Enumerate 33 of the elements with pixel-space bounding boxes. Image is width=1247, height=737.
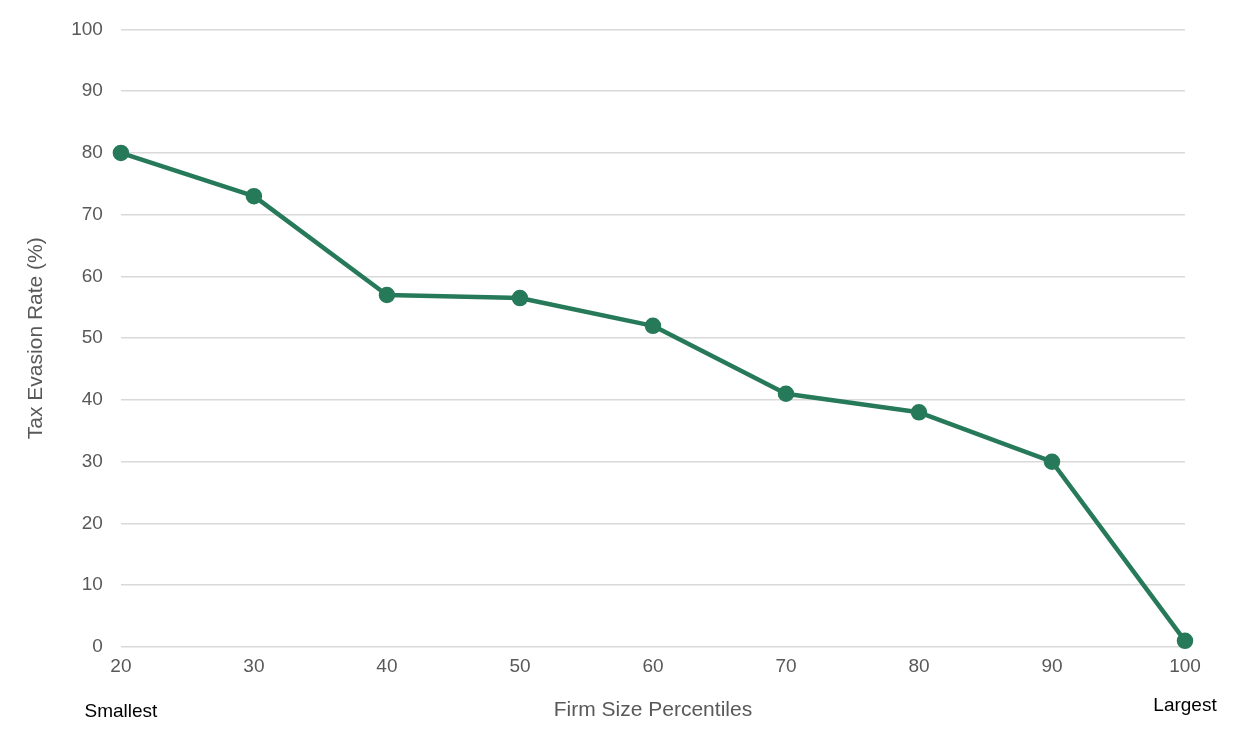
point <box>777 385 795 403</box>
x-tick-label: 50 <box>509 654 531 676</box>
point <box>112 144 130 162</box>
x-axis-title: Firm Size Percentiles <box>553 697 753 721</box>
y-tick-label: 80 <box>81 141 103 163</box>
point <box>1043 453 1061 470</box>
point <box>245 187 263 205</box>
point <box>378 286 396 304</box>
x-tick-label: 30 <box>243 654 265 676</box>
y-tick-label: 0 <box>92 635 103 657</box>
y-tick-label: 100 <box>71 17 103 39</box>
point <box>511 289 529 307</box>
text: Smallest <box>84 700 159 722</box>
y-tick-label: 90 <box>81 79 103 101</box>
point <box>1176 632 1194 650</box>
x-tick-label: 100 <box>1169 654 1201 676</box>
y-tick-label: 40 <box>81 388 103 410</box>
x-tick-label: 60 <box>642 654 664 676</box>
y-tick-label: 60 <box>81 264 103 286</box>
y-tick-label: 50 <box>81 326 103 348</box>
y-axis-title: Tax Evasion Rate (%) <box>23 237 47 440</box>
x-tick-label: 40 <box>376 654 398 676</box>
x-tick-label: 70 <box>775 654 797 676</box>
x-tick-label: 20 <box>110 654 132 676</box>
point <box>910 404 928 421</box>
text: Largest <box>1153 694 1218 716</box>
y-tick-label: 20 <box>81 511 103 533</box>
point <box>644 317 662 335</box>
x-tick-label: 90 <box>1041 654 1063 676</box>
y-tick-label: 70 <box>81 202 103 224</box>
y-tick-label: 30 <box>81 449 103 471</box>
x-tick-label: 80 <box>908 654 930 676</box>
y-tick-label: 10 <box>81 573 103 595</box>
